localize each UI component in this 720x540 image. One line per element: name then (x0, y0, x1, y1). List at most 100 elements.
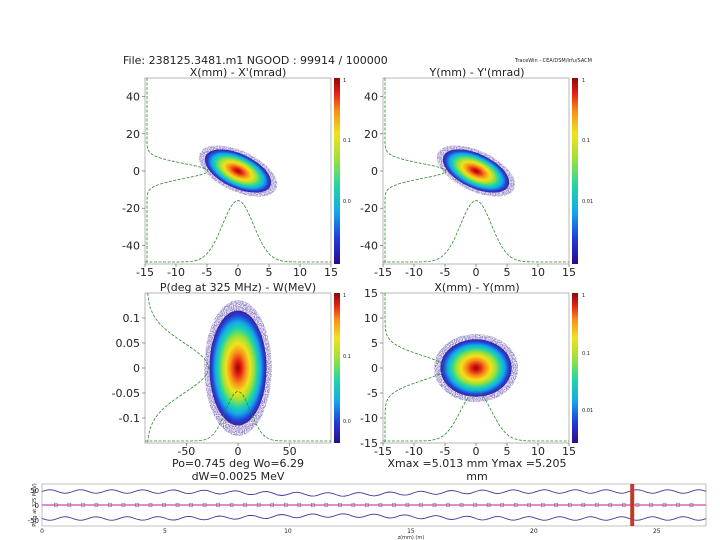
cbar-tick: 0.0 (343, 419, 351, 425)
lattice-element (175, 502, 180, 508)
lattice-element (270, 502, 274, 508)
lattice-element (419, 502, 423, 508)
beamline-y-tick: -50 (28, 517, 39, 525)
cbar-tick: 1 (582, 78, 585, 84)
beamline-y-tick: 0 (35, 502, 39, 510)
y-tick-label: 0 (371, 362, 378, 375)
x-tick-label: -50 (177, 445, 195, 458)
y-tick-label: -15 (360, 437, 378, 450)
beam-distribution (198, 145, 278, 197)
lattice-element (649, 502, 653, 508)
lattice-element (94, 502, 99, 508)
lattice-element (351, 502, 356, 508)
x-tick-label: -5 (202, 266, 213, 279)
y-tick-label: -10 (360, 412, 378, 425)
x-tick-label: 15 (562, 445, 576, 458)
beamline-x-tick: 5 (163, 528, 167, 535)
lattice-element (81, 502, 85, 508)
colorbar-top-right (572, 78, 578, 264)
y-tick-label: 20 (126, 128, 140, 141)
lattice-element (216, 502, 220, 508)
lattice-element (229, 502, 234, 508)
x-projection-profile (145, 391, 331, 442)
lattice-element (324, 502, 329, 508)
x-projection-profile (145, 200, 331, 263)
beamline-x-tick: 0 (40, 528, 44, 535)
y-tick-label: 0.1 (123, 312, 141, 325)
lattice-element (162, 502, 166, 508)
lattice-element (311, 502, 315, 508)
cbar-tick: 0.0 (343, 199, 351, 205)
x-tick-label: 15 (324, 266, 338, 279)
lattice-element (622, 502, 626, 508)
lattice-element (392, 502, 396, 508)
lattice-element (540, 502, 545, 508)
lattice-element (689, 502, 694, 508)
cbar-tick: 1 (343, 78, 346, 84)
lattice-element (581, 502, 586, 508)
lattice-element (108, 502, 112, 508)
lattice-element (473, 502, 477, 508)
position-cursor (630, 484, 635, 526)
panel-title-xy: X(mm) - Y(mm) (434, 281, 519, 294)
x-tick-label: -5 (440, 445, 451, 458)
max-readout-unit: mm (466, 470, 487, 483)
x-tick-label: 50 (283, 445, 297, 458)
energy-spread-readout: dW=0.0025 MeV (192, 470, 285, 483)
y-projection-profile (146, 78, 209, 264)
lattice-element (446, 502, 450, 508)
y-tick-label: 15 (364, 287, 378, 300)
lattice-element (297, 502, 302, 508)
y-tick-label: 0 (133, 165, 140, 178)
lattice-element (243, 502, 247, 508)
lattice-element (54, 502, 58, 508)
cbar-tick: 1 (343, 293, 346, 299)
phase-space-plot-pw: -50 0 50 0.1 0.05 0 -0.05 -0.1 (112, 292, 332, 458)
beam-core (440, 339, 512, 397)
y-tick-label: -20 (360, 202, 378, 215)
y-tick-label: 40 (364, 91, 378, 104)
beamline-x-label: z(mm) (m) (398, 535, 425, 540)
max-readout: Xmax =5.013 mm Ymax =5.205 (387, 457, 566, 470)
panel-title-xx: X(mm) - X'(mrad) (190, 66, 287, 79)
x-projection-profile (383, 200, 569, 263)
x-tick-label: -15 (136, 266, 154, 279)
lattice-element (378, 502, 383, 508)
x-tick-label: -10 (405, 266, 423, 279)
y-tick-label: -20 (122, 202, 140, 215)
lattice-element (568, 502, 572, 508)
y-tick-label: 5 (371, 337, 378, 350)
y-projection-profile (147, 292, 209, 444)
x-tick-label: 0 (235, 445, 242, 458)
y-tick-label: -40 (122, 239, 140, 252)
y-tick-label: -0.1 (119, 412, 140, 425)
colorbar-bottom-right (572, 293, 578, 443)
phase-space-plot-xx: -15 -10 -5 0 5 10 15 40 20 0 -20 -40 (122, 77, 338, 279)
phase-space-plot-xy: -15 -10 -5 0 5 10 15 15 10 5 0 -5 -10 -15 (360, 287, 576, 458)
beam-distribution (204, 300, 272, 436)
lattice-element (486, 502, 491, 508)
brand-label: TraceWin - CEA/DSM/Irfu/SACM (514, 58, 592, 64)
lattice-element (459, 502, 464, 508)
y-tick-label: 0 (371, 165, 378, 178)
cbar-tick: 0.1 (343, 354, 351, 360)
x-tick-label: -15 (374, 266, 392, 279)
lattice-element (527, 502, 531, 508)
x-tick-label: 5 (504, 445, 511, 458)
lattice-element (500, 502, 504, 508)
x-projection-profile (383, 391, 569, 442)
cbar-tick: 0.1 (582, 138, 590, 144)
lattice-element (608, 502, 613, 508)
x-tick-label: 10 (531, 445, 545, 458)
lattice-element (432, 502, 437, 508)
x-tick-label: 10 (293, 266, 307, 279)
y-tick-label: -0.05 (112, 387, 140, 400)
beamline-x-tick: 20 (530, 528, 538, 535)
lattice-element (662, 502, 667, 508)
colorbar-bottom-left (334, 293, 340, 443)
phase-readout: Po=0.745 deg Wo=6.29 (172, 457, 304, 470)
cbar-tick: 0.01 (582, 408, 593, 414)
beamline-x-tick: 25 (653, 528, 661, 535)
y-tick-label: -5 (367, 387, 378, 400)
x-tick-label: -15 (374, 445, 392, 458)
